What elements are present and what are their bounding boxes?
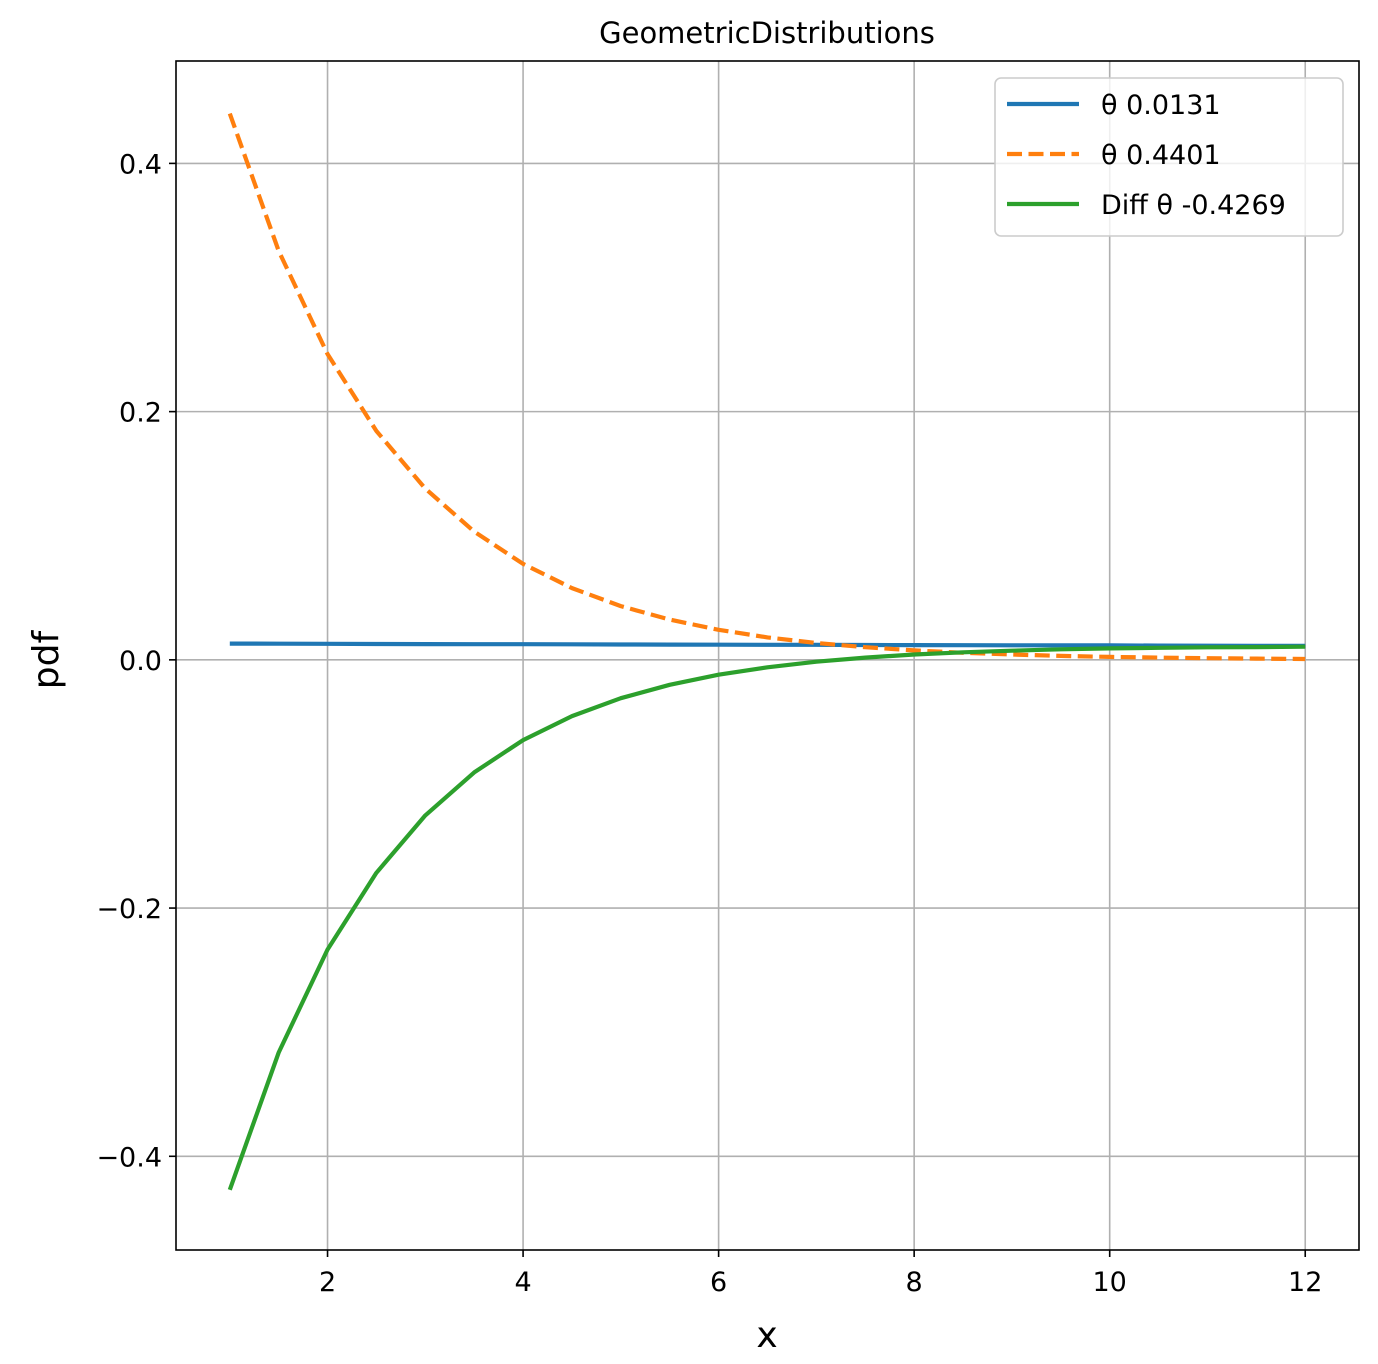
x-tick-label: 2 [319, 1267, 336, 1298]
y-tick-label: −0.2 [96, 894, 162, 925]
legend-item-theta-high: θ 0.4401 [1007, 140, 1221, 171]
legend-item-diff: Diff θ -0.4269 [1007, 190, 1286, 221]
y-tick-label: 0.4 [119, 149, 162, 180]
legend: θ 0.0131 θ 0.4401 Diff θ -0.4269 [994, 77, 1344, 237]
y-tick-label: 0.2 [119, 398, 162, 429]
y-axis-label: pdf [26, 629, 67, 689]
y-axis-ticks: −0.4 −0.2 0.0 0.2 0.4 [96, 149, 176, 1173]
series-theta-low-line [229, 641, 1306, 648]
legend-item-theta-low: θ 0.0131 [1007, 90, 1221, 121]
x-tick-label: 8 [906, 1267, 923, 1298]
series-lines [227, 112, 1306, 1191]
legend-box [994, 77, 1344, 237]
y-tick-label: 0.0 [119, 646, 162, 677]
plot-frame [175, 60, 1360, 1251]
series-diff-line [227, 644, 1306, 1191]
y-tick-label: −0.4 [96, 1142, 162, 1173]
legend-label: θ 0.4401 [1101, 140, 1221, 171]
x-tick-label: 6 [710, 1267, 727, 1298]
series-theta-high-line [227, 112, 1306, 662]
plot-background [176, 61, 1359, 1250]
x-axis-ticks: 2 4 6 8 10 12 [319, 1250, 1322, 1298]
x-axis-label: x [756, 1315, 777, 1356]
plot-area [175, 60, 1360, 1251]
x-tick-label: 10 [1093, 1267, 1127, 1298]
x-tick-label: 4 [514, 1267, 531, 1298]
legend-label: Diff θ -0.4269 [1101, 190, 1286, 221]
x-tick-label: 12 [1288, 1267, 1322, 1298]
legend-label: θ 0.0131 [1101, 90, 1221, 121]
chart-title: GeometricDistributions [599, 16, 935, 50]
